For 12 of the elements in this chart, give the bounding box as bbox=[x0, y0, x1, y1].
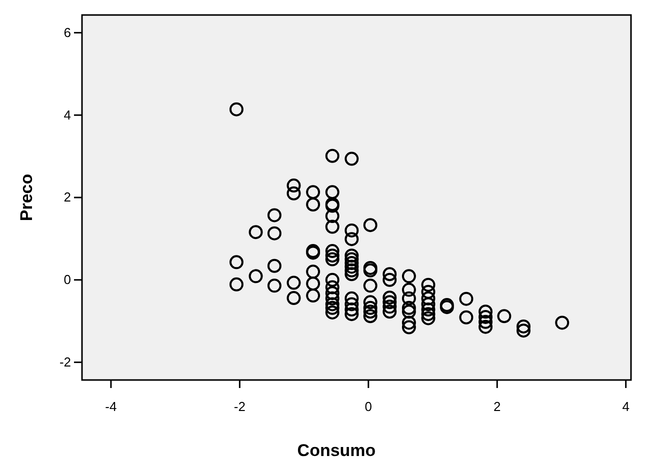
x-axis-title: Consumo bbox=[297, 441, 376, 460]
y-tick-label: 4 bbox=[64, 107, 71, 122]
x-tick-label: -4 bbox=[105, 399, 117, 414]
y-tick-label: 0 bbox=[64, 272, 71, 288]
x-tick-label: 0 bbox=[364, 399, 372, 414]
x-tick-label: -2 bbox=[234, 399, 246, 414]
y-tick-label: 6 bbox=[64, 24, 71, 40]
x-tick-label: 2 bbox=[494, 399, 501, 414]
x-tick-label: 4 bbox=[622, 399, 630, 414]
y-tick-label: 2 bbox=[64, 190, 71, 205]
y-tick-label: -2 bbox=[59, 354, 71, 370]
y-axis-title: Preco bbox=[17, 174, 36, 222]
